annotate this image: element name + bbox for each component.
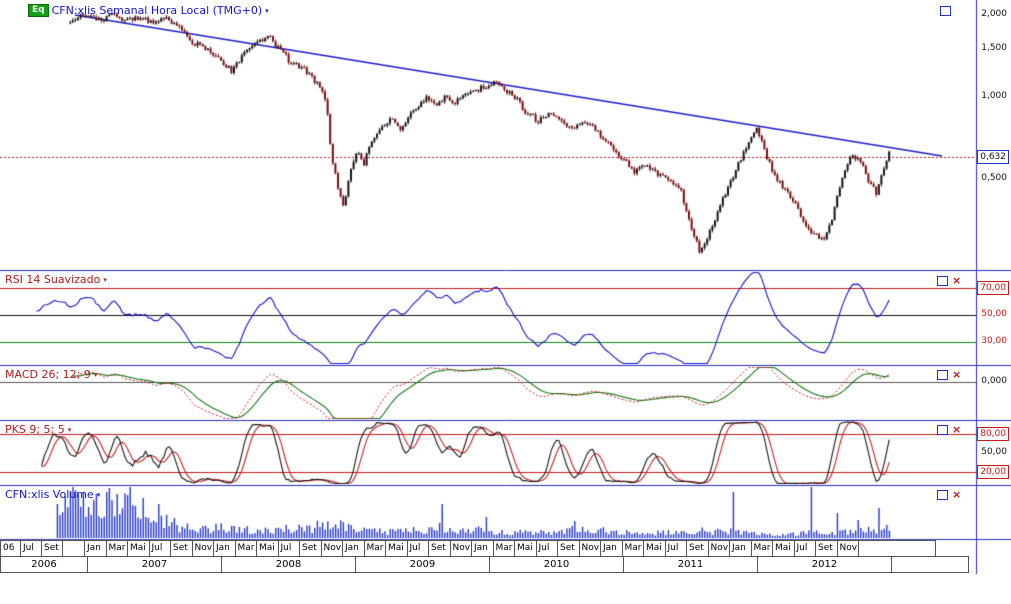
chevron-down-icon[interactable]: ▾ bbox=[265, 6, 269, 15]
month-cell: Mar bbox=[105, 540, 128, 557]
maximize-icon[interactable] bbox=[937, 370, 948, 380]
month-cell: Set bbox=[41, 540, 63, 557]
year-cell: 2010 bbox=[489, 556, 624, 573]
month-cell: Mai bbox=[643, 540, 666, 557]
close-icon[interactable]: × bbox=[952, 368, 962, 381]
month-cell: 06 bbox=[0, 540, 21, 557]
month-cell: Jan bbox=[729, 540, 752, 557]
month-cell: Mar bbox=[750, 540, 773, 557]
month-cell: Nov bbox=[449, 540, 472, 557]
month-cell: Set bbox=[299, 540, 322, 557]
volume-panel-title[interactable]: CFN:xlis Volume bbox=[5, 488, 94, 501]
year-cell: 2012 bbox=[757, 556, 892, 573]
month-cell: Mai bbox=[772, 540, 795, 557]
volume-panel-header: CFN:xlis Volume ▾ bbox=[5, 488, 100, 501]
year-cell bbox=[891, 556, 969, 573]
month-cell: Mai bbox=[256, 540, 279, 557]
month-cell: Mai bbox=[385, 540, 408, 557]
month-cell: Set bbox=[686, 540, 709, 557]
month-cell bbox=[62, 540, 85, 557]
month-cell: Jan bbox=[213, 540, 236, 557]
year-cell: 2009 bbox=[355, 556, 490, 573]
month-cell: Jul bbox=[277, 540, 300, 557]
time-axis-years: 2006 2007 2008 2009 2010 2011 2012 bbox=[0, 556, 969, 573]
maximize-icon[interactable] bbox=[937, 276, 948, 286]
month-cell: Nov bbox=[320, 540, 343, 557]
pks-panel-header: PKS 9; 5; 5 ▾ bbox=[5, 423, 71, 436]
month-cell: Jul bbox=[535, 540, 558, 557]
month-cell: Mar bbox=[492, 540, 515, 557]
macd-panel-title[interactable]: MACD 26; 12; 9 bbox=[5, 368, 91, 381]
month-cell: Mar bbox=[363, 540, 386, 557]
price-panel-controls bbox=[940, 6, 951, 16]
price-panel-title[interactable]: CFN:xlis Semanal Hora Local (TMG+0) bbox=[51, 4, 263, 17]
chevron-down-icon[interactable]: ▾ bbox=[93, 370, 98, 379]
pks-panel-title[interactable]: PKS 9; 5; 5 bbox=[5, 423, 65, 436]
equity-badge: Eq bbox=[28, 4, 49, 17]
month-cell: Jan bbox=[471, 540, 494, 557]
price-panel-header: Eq CFN:xlis Semanal Hora Local (TMG+0) ▾ bbox=[28, 4, 269, 17]
month-cell: Set bbox=[170, 540, 193, 557]
close-icon[interactable]: × bbox=[952, 423, 962, 436]
rsi-panel-controls: × bbox=[937, 274, 962, 287]
maximize-icon[interactable] bbox=[940, 6, 951, 16]
month-cell: Jul bbox=[406, 540, 429, 557]
month-cell: Set bbox=[557, 540, 580, 557]
month-cell: Jul bbox=[148, 540, 171, 557]
year-cell: 2006 bbox=[0, 556, 88, 573]
month-cell: Mar bbox=[621, 540, 644, 557]
month-cell bbox=[858, 540, 936, 557]
month-cell: Jul bbox=[20, 540, 42, 557]
month-cell: Jan bbox=[600, 540, 623, 557]
chevron-down-icon[interactable]: ▾ bbox=[96, 490, 101, 499]
month-cell: Jul bbox=[664, 540, 687, 557]
month-cell: Nov bbox=[836, 540, 859, 557]
month-cell: Mar bbox=[234, 540, 257, 557]
month-cell: Mai bbox=[127, 540, 150, 557]
close-icon[interactable]: × bbox=[952, 488, 962, 501]
chevron-down-icon[interactable]: ▾ bbox=[67, 425, 72, 434]
month-cell: Nov bbox=[578, 540, 601, 557]
month-cell: Set bbox=[815, 540, 838, 557]
year-cell: 2007 bbox=[87, 556, 222, 573]
volume-panel-controls: × bbox=[937, 488, 962, 501]
time-axis-months: 06 Jul Set Jan Mar Mai Jul Set Nov Jan Mar Mai Jul Se… bbox=[0, 540, 936, 557]
macd-panel-header: MACD 26; 12; 9 ▾ bbox=[5, 368, 97, 381]
month-cell: Nov bbox=[707, 540, 730, 557]
rsi-panel-title[interactable]: RSI 14 Suavizado bbox=[5, 273, 101, 286]
pks-panel-controls: × bbox=[937, 423, 962, 436]
month-cell: Nov bbox=[191, 540, 214, 557]
chevron-down-icon[interactable]: ▾ bbox=[103, 275, 107, 284]
maximize-icon[interactable] bbox=[937, 425, 948, 435]
month-cell: Mai bbox=[514, 540, 537, 557]
close-icon[interactable]: × bbox=[952, 274, 962, 287]
year-cell: 2008 bbox=[221, 556, 356, 573]
month-cell: Set bbox=[428, 540, 451, 557]
month-cell: Jan bbox=[84, 540, 107, 557]
rsi-panel-header: RSI 14 Suavizado ▾ bbox=[5, 273, 107, 286]
year-cell: 2011 bbox=[623, 556, 758, 573]
month-cell: Jan bbox=[342, 540, 365, 557]
macd-panel-controls: × bbox=[937, 368, 962, 381]
month-cell: Jul bbox=[793, 540, 816, 557]
maximize-icon[interactable] bbox=[937, 490, 948, 500]
